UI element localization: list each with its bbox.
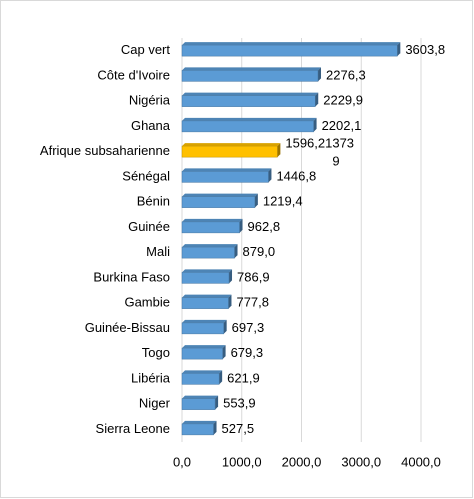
bar	[181, 347, 223, 360]
bar-side	[277, 143, 281, 158]
bar-top	[182, 294, 232, 298]
bar-side	[215, 395, 219, 410]
category-label: Ghana	[131, 118, 171, 133]
value-label: 2202,1	[322, 118, 362, 133]
bar	[181, 272, 230, 284]
category-label: Côte d'Ivoire	[97, 67, 170, 82]
bar-side	[229, 269, 233, 284]
bar-top	[182, 143, 281, 147]
value-label: 553,9	[223, 396, 256, 411]
bar	[181, 70, 319, 82]
bar-side	[254, 193, 258, 208]
value-label: 962,8	[248, 219, 281, 234]
bar	[181, 373, 220, 385]
value-label: 1446,8	[276, 168, 316, 183]
bar-side	[213, 420, 217, 435]
bar	[181, 120, 314, 133]
value-label: 2276,3	[326, 67, 366, 82]
value-label: 786,9	[237, 269, 270, 284]
bar-top	[182, 92, 319, 96]
bar	[181, 246, 235, 259]
category-label: Sénégal	[122, 168, 170, 183]
value-label: 621,9	[227, 370, 260, 385]
bar-side	[397, 42, 401, 57]
bar-top	[182, 117, 317, 121]
x-tick-label: 3000,0	[341, 454, 381, 469]
value-label: 1219,4	[263, 194, 303, 209]
category-label: Afrique subsaharienne	[40, 143, 170, 158]
value-label: 3603,8	[405, 42, 445, 57]
bar-side	[318, 67, 322, 82]
bar	[181, 398, 216, 410]
category-label: Mali	[146, 244, 170, 259]
category-label: Nigéria	[129, 93, 171, 108]
category-label: Gambie	[124, 295, 170, 310]
bar-top	[182, 269, 233, 273]
bar	[181, 171, 269, 183]
bar	[181, 145, 278, 158]
value-label: 777,8	[236, 295, 269, 310]
bar-top	[182, 218, 243, 222]
value-label: 697,3	[232, 320, 265, 335]
bar-side	[219, 370, 223, 385]
bar-top	[182, 420, 217, 424]
bar	[181, 221, 240, 234]
bar-top	[182, 193, 258, 197]
value-label: 1596,21373 9	[285, 136, 354, 169]
x-tick-label: 4000,0	[401, 454, 441, 469]
category-label: Togo	[142, 345, 170, 360]
bar-side	[268, 168, 272, 183]
category-label: Bénin	[137, 194, 170, 209]
bar-side	[315, 92, 319, 107]
value-label: 879,0	[243, 244, 276, 259]
x-tick-label: 1000,0	[222, 454, 262, 469]
bar-top	[182, 244, 238, 248]
value-label: 679,3	[231, 345, 264, 360]
bar	[181, 44, 398, 57]
bar	[181, 322, 224, 335]
bar-side	[222, 345, 226, 360]
bar-top	[182, 319, 227, 323]
category-label: Burkina Faso	[93, 269, 170, 284]
bar	[181, 196, 256, 208]
value-label: 2229,9	[323, 93, 363, 108]
bar-side	[239, 218, 243, 233]
bar	[181, 95, 316, 107]
x-tick-label: 2000,0	[282, 454, 322, 469]
bar-side	[228, 294, 232, 309]
value-label: 527,5	[222, 421, 255, 436]
x-tick-label: 0,0	[173, 454, 191, 469]
bar-top	[182, 67, 322, 71]
bar-top	[182, 395, 219, 399]
bar-top	[182, 168, 272, 172]
bar-top	[182, 370, 223, 374]
bar-side	[313, 117, 317, 132]
category-label: Cap vert	[121, 42, 171, 57]
category-label: Niger	[139, 396, 171, 411]
bar-top	[182, 42, 401, 46]
category-label: Guinée	[128, 219, 170, 234]
bar-top	[182, 345, 226, 349]
bar-side	[234, 244, 238, 259]
bar	[181, 297, 229, 309]
category-label: Guinée-Bissau	[85, 320, 170, 335]
bar-side	[223, 319, 227, 334]
bar	[181, 423, 214, 436]
category-label: Libéria	[131, 370, 171, 385]
category-label: Sierra Leone	[96, 421, 170, 436]
